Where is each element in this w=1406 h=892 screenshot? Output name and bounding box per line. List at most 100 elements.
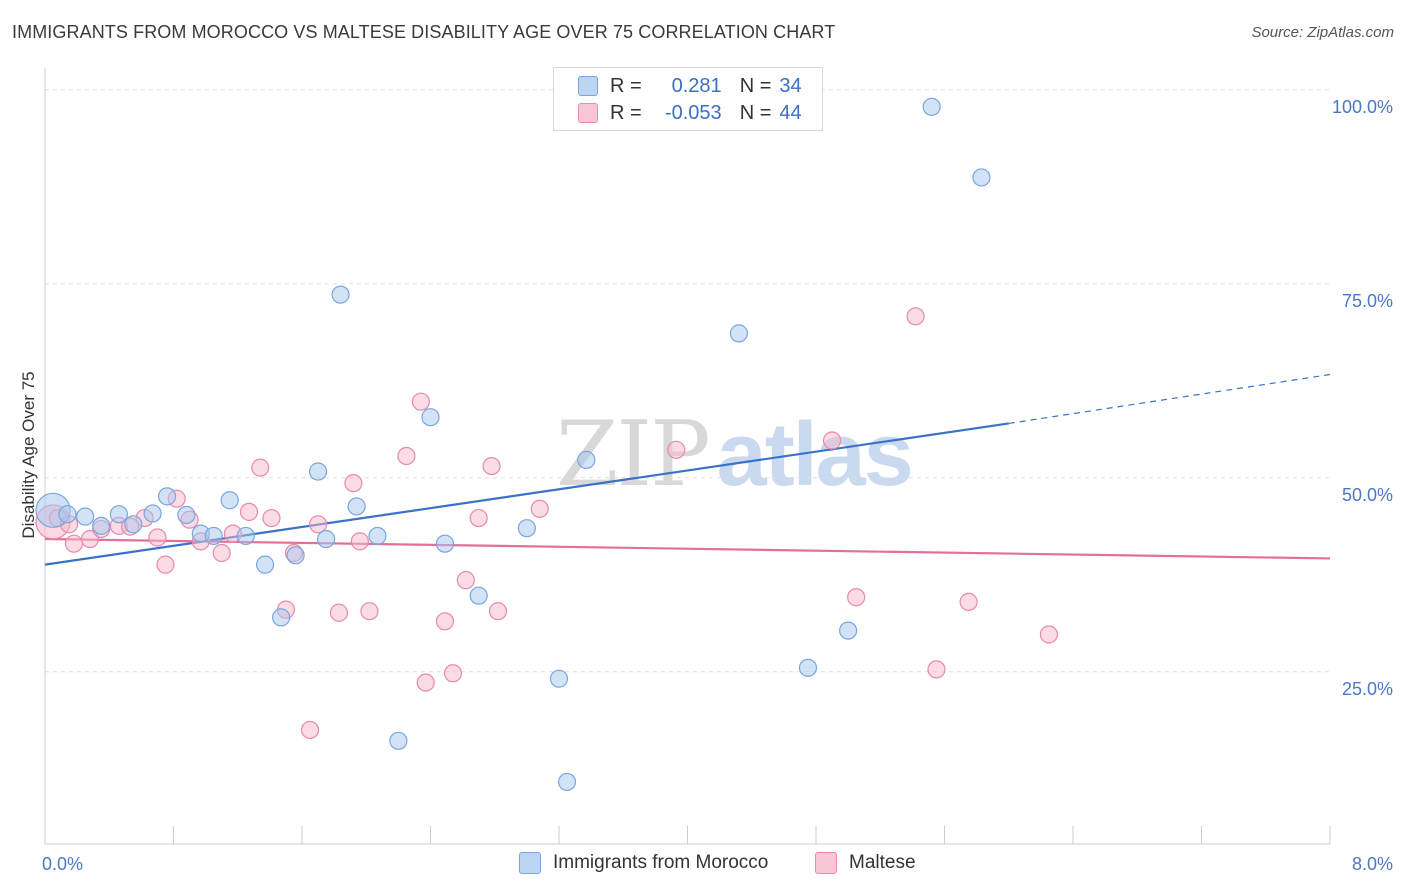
series-swatch-blue [519,852,541,874]
point-maltese [530,499,549,518]
legend-swatch-pink [578,103,598,123]
correlation-legend: R = 0.281 N = 34 R = -0.053 N = 44 [553,67,823,131]
point-maltese [906,307,925,326]
point-morocco [469,586,488,605]
point-maltese [300,720,320,740]
y-tick-label: 50.0% [1342,485,1393,505]
axis-labels: 25.0% 50.0% 75.0% 100.0% 0.0% 8.0% Disability … [19,97,1393,874]
series-legend-morocco: Immigrants from Morocco [519,852,768,874]
trend-line-morocco [44,422,1009,566]
legend-n-value: 34 [779,74,802,97]
watermark: ZIPatlas [556,402,914,507]
point-maltese [329,603,349,622]
point-maltese [350,532,369,551]
point-morocco [76,507,95,526]
point-maltese [482,456,501,476]
legend-n-value: 44 [779,101,802,124]
point-morocco [177,505,196,525]
point-morocco [236,526,255,546]
series-legend: Immigrants from Morocco Maltese [0,852,1406,878]
y-tick-label: 25.0% [1342,679,1393,699]
point-maltese [469,508,488,528]
data-points [35,97,1059,792]
series-name-maltese: Maltese [849,852,916,873]
point-morocco [729,324,749,343]
point-morocco [922,97,941,116]
point-morocco [255,555,275,574]
point-maltese [443,664,463,683]
axes [44,68,1331,845]
legend-r-label: R = [610,74,642,97]
point-maltese [416,673,435,692]
point-maltese [959,592,978,611]
point-maltese [251,458,270,477]
point-morocco [220,491,239,510]
point-maltese [667,440,686,459]
point-morocco [143,504,162,523]
point-maltese [435,612,455,631]
x-tick-label: 0.0% [42,854,83,874]
point-maltese [1039,625,1059,644]
point-morocco [368,526,387,546]
legend-n-label: N = [739,74,772,97]
point-maltese [822,431,842,450]
legend-n-label: N = [739,101,772,124]
y-axis-label: Disability Age Over 75 [19,371,38,538]
point-morocco [331,285,350,304]
point-morocco [109,505,128,524]
legend-r-value: -0.053 [664,101,722,124]
point-morocco [286,546,305,565]
y-tick-label: 100.0% [1332,97,1393,117]
point-morocco [347,497,366,516]
point-morocco [557,772,577,792]
point-maltese [411,392,430,411]
point-maltese [360,602,379,621]
source-credit: Source: ZipAtlas.com [1251,24,1394,41]
point-morocco [435,534,455,553]
point-morocco [316,529,336,549]
point-maltese [344,474,363,493]
point-morocco [204,526,223,546]
point-morocco [839,621,858,640]
series-name-morocco: Immigrants from Morocco [553,852,769,873]
legend-r-label: R = [610,101,642,124]
point-morocco [972,168,991,187]
point-morocco [92,516,111,535]
point-morocco [389,731,408,750]
point-maltese [308,515,328,534]
point-maltese [927,660,946,679]
point-morocco [517,519,536,538]
point-morocco [308,462,328,481]
chart-title: IMMIGRANTS FROM MOROCCO VS MALTESE DISAB… [12,22,836,42]
legend-r-value: 0.281 [671,74,722,97]
legend-swatch-blue [578,76,598,96]
point-maltese [212,543,231,563]
x-tick-label: 8.0% [1352,854,1393,874]
point-maltese [456,571,475,590]
series-swatch-pink [815,852,837,874]
point-maltese [239,502,259,521]
point-maltese [262,508,281,528]
legend-row-morocco: R = 0.281 N = 34 [578,72,802,100]
point-morocco [798,658,818,677]
point-morocco [124,515,143,534]
point-morocco [577,450,596,469]
point-morocco [549,669,569,688]
y-tick-label: 75.0% [1342,291,1393,311]
point-maltese [397,446,416,466]
legend-row-maltese: R = -0.053 N = 44 [578,99,802,127]
point-maltese [64,534,84,553]
point-morocco [58,505,77,524]
point-morocco [272,608,291,627]
point-maltese [488,602,508,621]
point-morocco [421,408,440,427]
watermark-atlas: atlas [716,405,914,505]
point-maltese [847,588,866,607]
trend-line-morocco-projection [1008,373,1331,425]
point-maltese [156,555,175,574]
series-legend-maltese: Maltese [815,852,916,874]
point-maltese [148,528,167,547]
grid-lines [45,89,1330,673]
point-morocco [157,487,177,506]
